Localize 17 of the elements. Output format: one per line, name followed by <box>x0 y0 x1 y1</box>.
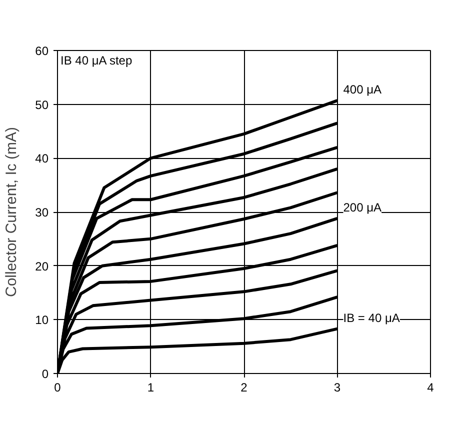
series-label: IB = 40 μA <box>343 310 400 325</box>
y-tick-label: 30 <box>35 206 49 220</box>
y-tick-label: 40 <box>35 152 49 166</box>
x-tick-label: 4 <box>427 380 434 394</box>
y-tick-label: 20 <box>35 259 49 274</box>
x-tick-label: 0 <box>54 380 62 394</box>
series-label: 400 μA <box>343 82 382 97</box>
series-label: 200 μA <box>343 200 382 214</box>
y-axis-title: Collector Current, Ic (mA) <box>3 126 20 298</box>
x-tick-label: 2 <box>240 380 248 394</box>
y-tick-label: 0 <box>42 367 49 381</box>
y-tick-label: 60 <box>35 44 49 58</box>
y-tick-label: 10 <box>35 313 49 328</box>
x-tick-label: 1 <box>147 380 154 394</box>
annotation: IB 40 μA step <box>60 54 132 68</box>
y-tick-label: 50 <box>35 98 49 112</box>
x-tick-label: 3 <box>334 380 341 394</box>
